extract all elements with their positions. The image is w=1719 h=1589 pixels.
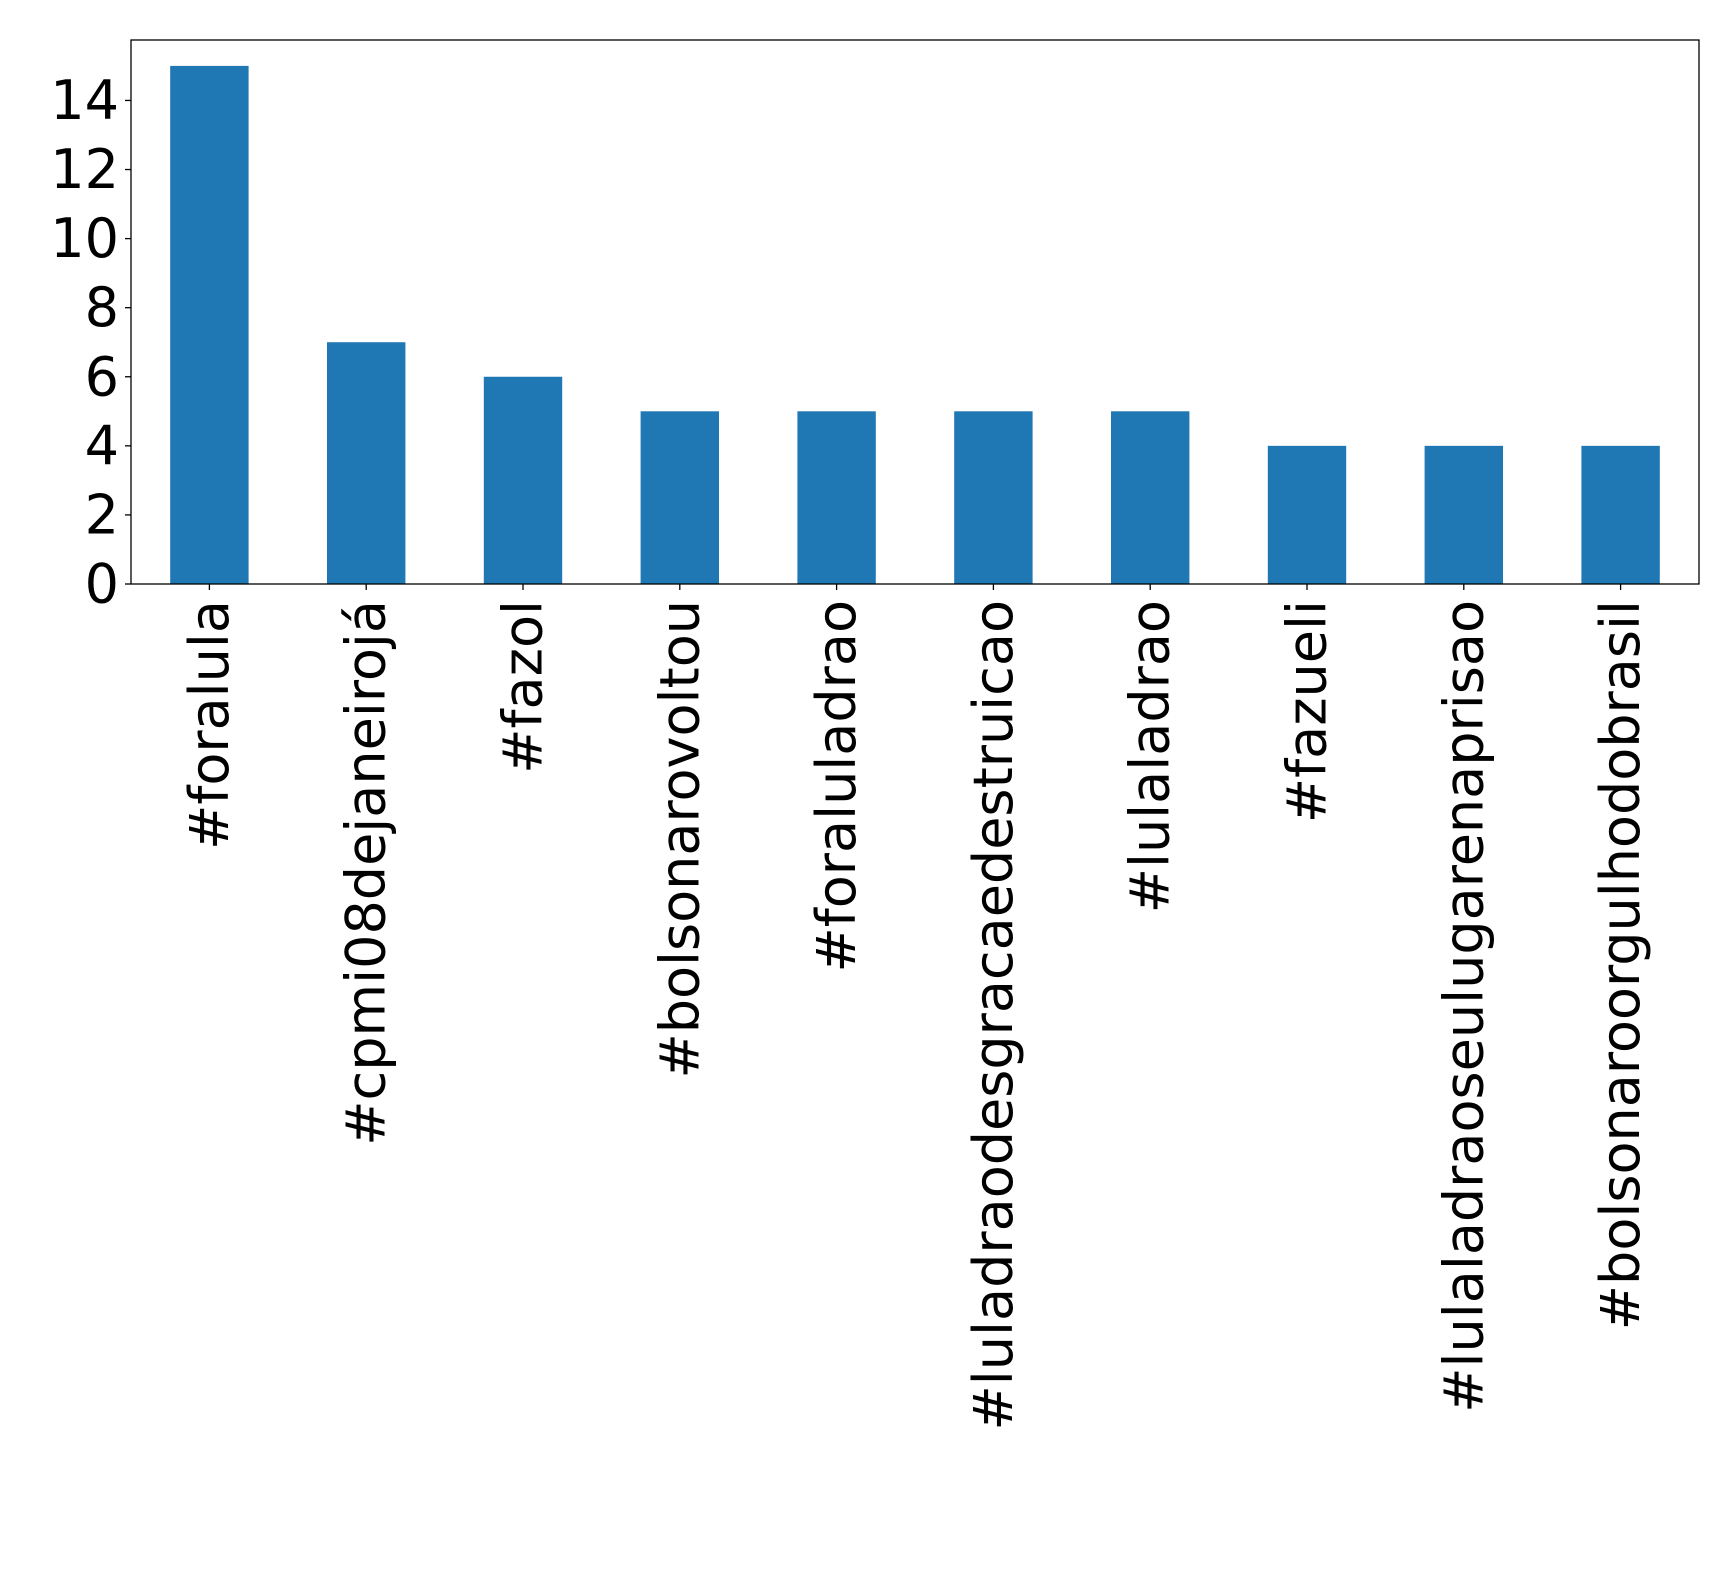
x-tick-label: #fazueli — [1276, 600, 1339, 823]
x-tick-label: #luladraodesgracaedestruicao — [962, 600, 1025, 1430]
x-tick-label: #foralula — [178, 600, 241, 850]
y-tick-label: 14 — [50, 69, 119, 132]
bar-8 — [1267, 445, 1347, 584]
x-axis: #foralula #cpmi08dejaneirojá #fazol #bolson… — [178, 584, 1652, 1430]
y-tick-label: 8 — [85, 276, 119, 339]
y-tick-label: 4 — [85, 414, 119, 477]
bar-3 — [483, 376, 563, 584]
bar-2 — [327, 342, 406, 584]
x-tick-label: #lulaladrao — [1119, 600, 1182, 913]
bar-4 — [640, 411, 719, 584]
x-tick-label: #bolsonaroorgulhodobrasil — [1589, 600, 1652, 1330]
bar-10 — [1581, 445, 1660, 584]
x-tick-label: #foraluladrao — [805, 600, 868, 973]
bar-1 — [170, 65, 249, 584]
bar-5 — [797, 411, 876, 584]
bars-layer — [170, 65, 1660, 584]
bar-6 — [954, 411, 1033, 584]
y-tick-label: 0 — [85, 553, 119, 616]
bar-7 — [1111, 411, 1190, 584]
y-tick-label: 6 — [85, 345, 119, 408]
x-tick-label: #bolsonarovoltou — [648, 600, 711, 1079]
x-tick-label: #lulaladraoseulugarenaprisao — [1432, 600, 1495, 1413]
bar-9 — [1424, 445, 1503, 584]
y-tick-label: 12 — [50, 138, 119, 201]
x-tick-label: #fazol — [492, 600, 555, 774]
y-tick-label: 2 — [85, 483, 119, 546]
y-tick-label: 10 — [50, 207, 119, 270]
plot-area-frame — [130, 39, 1700, 585]
x-tick-label: #cpmi08dejaneirojá — [335, 600, 398, 1146]
